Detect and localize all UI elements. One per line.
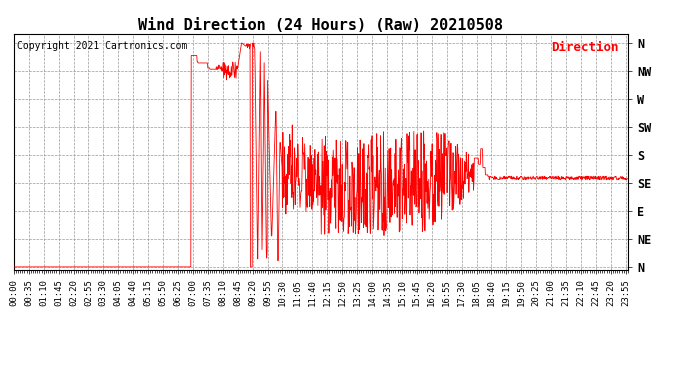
Text: Copyright 2021 Cartronics.com: Copyright 2021 Cartronics.com — [17, 41, 187, 51]
Text: Direction: Direction — [551, 41, 619, 54]
Title: Wind Direction (24 Hours) (Raw) 20210508: Wind Direction (24 Hours) (Raw) 20210508 — [139, 18, 503, 33]
